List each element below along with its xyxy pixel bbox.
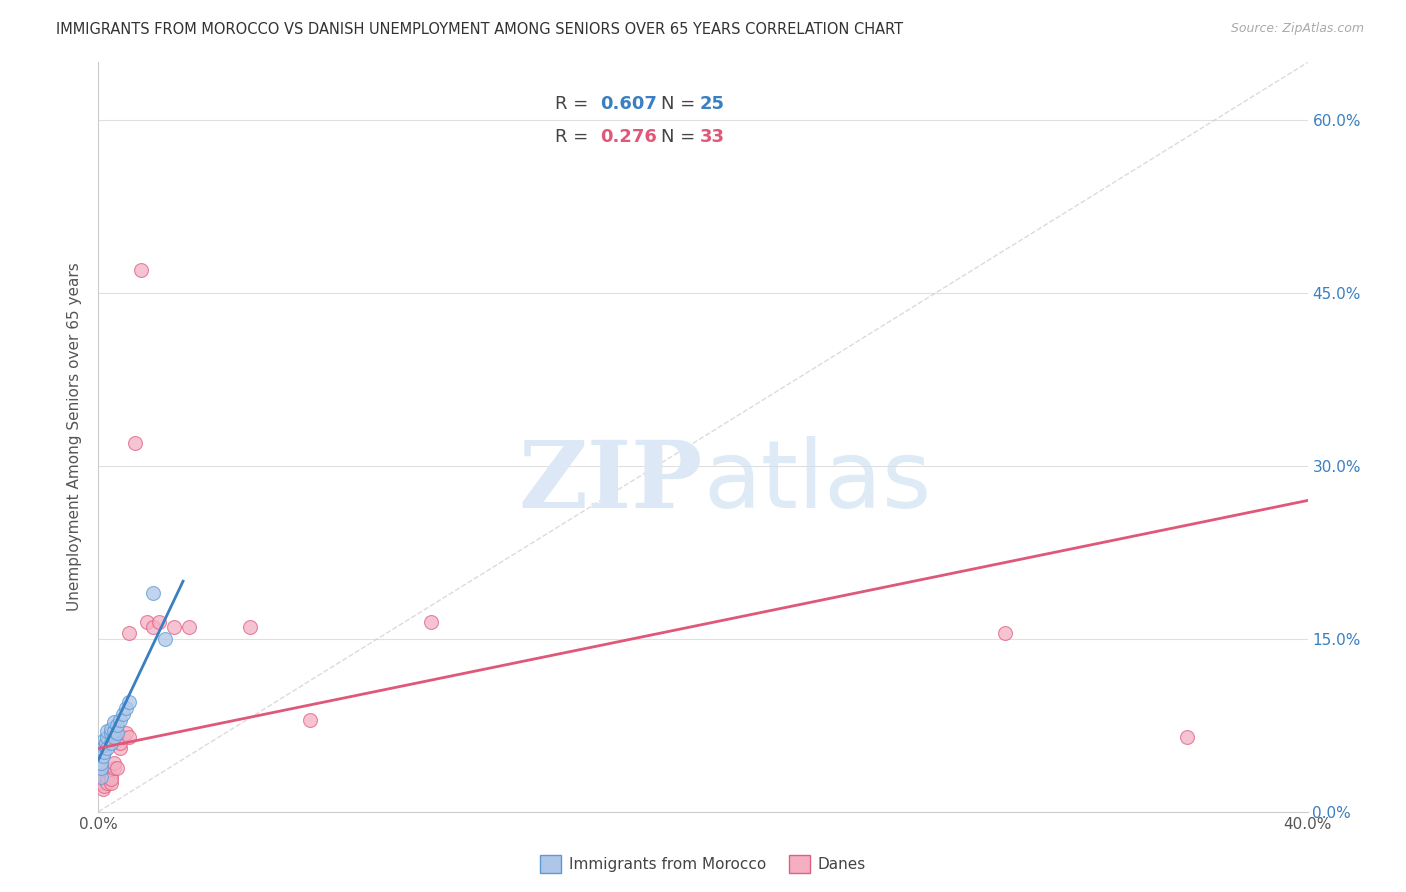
Point (103, 714, 125, 729)
Point (103, 761, 125, 775)
Point (163, 620, 186, 634)
Point (100, 726, 122, 740)
Point (148, 615, 170, 629)
Point (90, 770, 112, 784)
Point (90, 770, 112, 784)
Point (129, 263, 152, 277)
Text: R =: R = (555, 95, 595, 113)
Point (105, 726, 128, 740)
Point (100, 722, 122, 736)
Point (91, 749, 114, 764)
Point (299, 713, 322, 727)
Point (100, 735, 122, 749)
Point (90, 756, 112, 771)
Text: 25: 25 (699, 95, 724, 113)
Point (108, 713, 131, 727)
Point (103, 730, 125, 744)
Point (100, 776, 122, 790)
Point (420, 615, 443, 629)
Y-axis label: Unemployment Among Seniors over 65 years: Unemployment Among Seniors over 65 years (67, 263, 83, 611)
Point (96, 741, 118, 756)
Point (179, 620, 201, 634)
Point (111, 706, 134, 721)
Text: N =: N = (661, 95, 700, 113)
Point (153, 632, 176, 646)
Point (93, 768, 115, 782)
Point (108, 741, 131, 756)
Point (100, 770, 122, 784)
Point (96, 764, 118, 779)
Point (135, 615, 157, 629)
Point (994, 626, 1017, 640)
Point (96, 724, 118, 739)
Text: R =: R = (555, 128, 595, 146)
Text: ZIP: ZIP (519, 437, 703, 527)
Point (103, 724, 125, 739)
Point (105, 761, 128, 775)
Point (142, 585, 165, 599)
Text: 33: 33 (699, 128, 724, 146)
Text: N =: N = (661, 128, 700, 146)
Text: 0.607: 0.607 (600, 95, 657, 113)
Point (118, 730, 141, 744)
Point (93, 780, 115, 794)
Point (91, 781, 114, 796)
Point (105, 718, 128, 732)
Point (96, 776, 118, 790)
Point (93, 772, 115, 787)
Point (96, 770, 118, 784)
Point (90, 776, 112, 790)
Point (142, 620, 165, 634)
Point (100, 772, 122, 787)
Point (94, 735, 117, 749)
Text: 0.276: 0.276 (600, 128, 657, 146)
Point (239, 620, 262, 634)
Point (93, 733, 115, 747)
Text: IMMIGRANTS FROM MOROCCO VS DANISH UNEMPLOYMENT AMONG SENIORS OVER 65 YEARS CORRE: IMMIGRANTS FROM MOROCCO VS DANISH UNEMPL… (56, 22, 904, 37)
Text: atlas: atlas (703, 436, 931, 528)
Point (118, 695, 141, 709)
Point (118, 626, 141, 640)
Point (114, 726, 136, 740)
Point (111, 730, 134, 744)
Legend: Immigrants from Morocco, Danes: Immigrants from Morocco, Danes (534, 849, 872, 879)
Point (93, 738, 115, 752)
Text: Source: ZipAtlas.com: Source: ZipAtlas.com (1230, 22, 1364, 36)
Point (1175, 730, 1198, 744)
Point (93, 745, 115, 759)
Point (96, 730, 118, 744)
Point (114, 701, 136, 715)
Point (124, 435, 146, 450)
Point (108, 735, 131, 749)
Point (103, 756, 125, 771)
Point (90, 761, 112, 775)
